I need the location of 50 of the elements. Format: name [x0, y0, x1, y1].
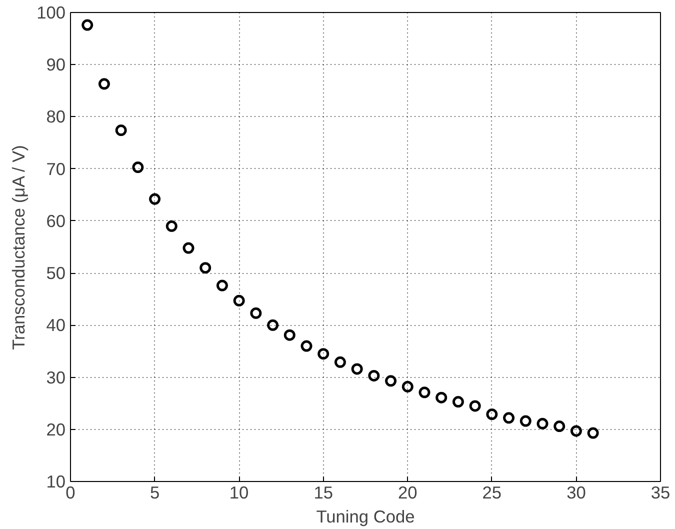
- y-tick-label: 70: [46, 158, 66, 179]
- point: [166, 220, 178, 232]
- point: [418, 386, 430, 398]
- x-tick-label: 20: [398, 482, 418, 502]
- point: [300, 340, 312, 352]
- y-tick-label: 20: [46, 419, 66, 440]
- y-tick-label: 90: [46, 54, 66, 75]
- point: [452, 396, 464, 408]
- x-tick-label: 5: [150, 482, 160, 502]
- x-tick-label: 35: [650, 482, 670, 502]
- point: [318, 348, 330, 360]
- point: [200, 262, 212, 274]
- point: [82, 19, 94, 31]
- y-tick-label: 60: [46, 210, 66, 231]
- point: [469, 400, 481, 412]
- point: [182, 242, 194, 254]
- y-axis-title: Transconductance (μA / V): [8, 145, 29, 350]
- point: [554, 420, 566, 432]
- point: [149, 193, 161, 205]
- y-tick-label: 100: [36, 2, 66, 22]
- point: [334, 356, 346, 368]
- point: [587, 427, 599, 439]
- point: [216, 280, 228, 292]
- y-tick-label: 40: [46, 315, 66, 336]
- x-tick-label: 10: [229, 482, 249, 502]
- point: [436, 392, 448, 404]
- point: [385, 375, 397, 387]
- point: [233, 294, 245, 306]
- x-axis-title: Tuning Code: [316, 506, 415, 526]
- y-tick-label: 30: [46, 367, 66, 388]
- point: [115, 124, 127, 136]
- point: [402, 380, 414, 392]
- point: [284, 329, 296, 341]
- x-tick-label: 25: [482, 482, 502, 502]
- point: [570, 425, 582, 437]
- point: [98, 78, 110, 90]
- point: [132, 162, 144, 174]
- point: [368, 370, 380, 382]
- x-tick-label: 15: [314, 482, 333, 502]
- point: [267, 319, 279, 331]
- point: [520, 415, 532, 427]
- x-tick-label: 0: [66, 482, 76, 502]
- point: [536, 418, 548, 430]
- point: [250, 307, 262, 319]
- x-tick-label: 30: [566, 482, 586, 502]
- point: [486, 408, 498, 420]
- y-tick-label: 50: [46, 263, 66, 284]
- point: [351, 363, 363, 375]
- point: [503, 412, 515, 424]
- y-tick-label: 80: [46, 106, 66, 127]
